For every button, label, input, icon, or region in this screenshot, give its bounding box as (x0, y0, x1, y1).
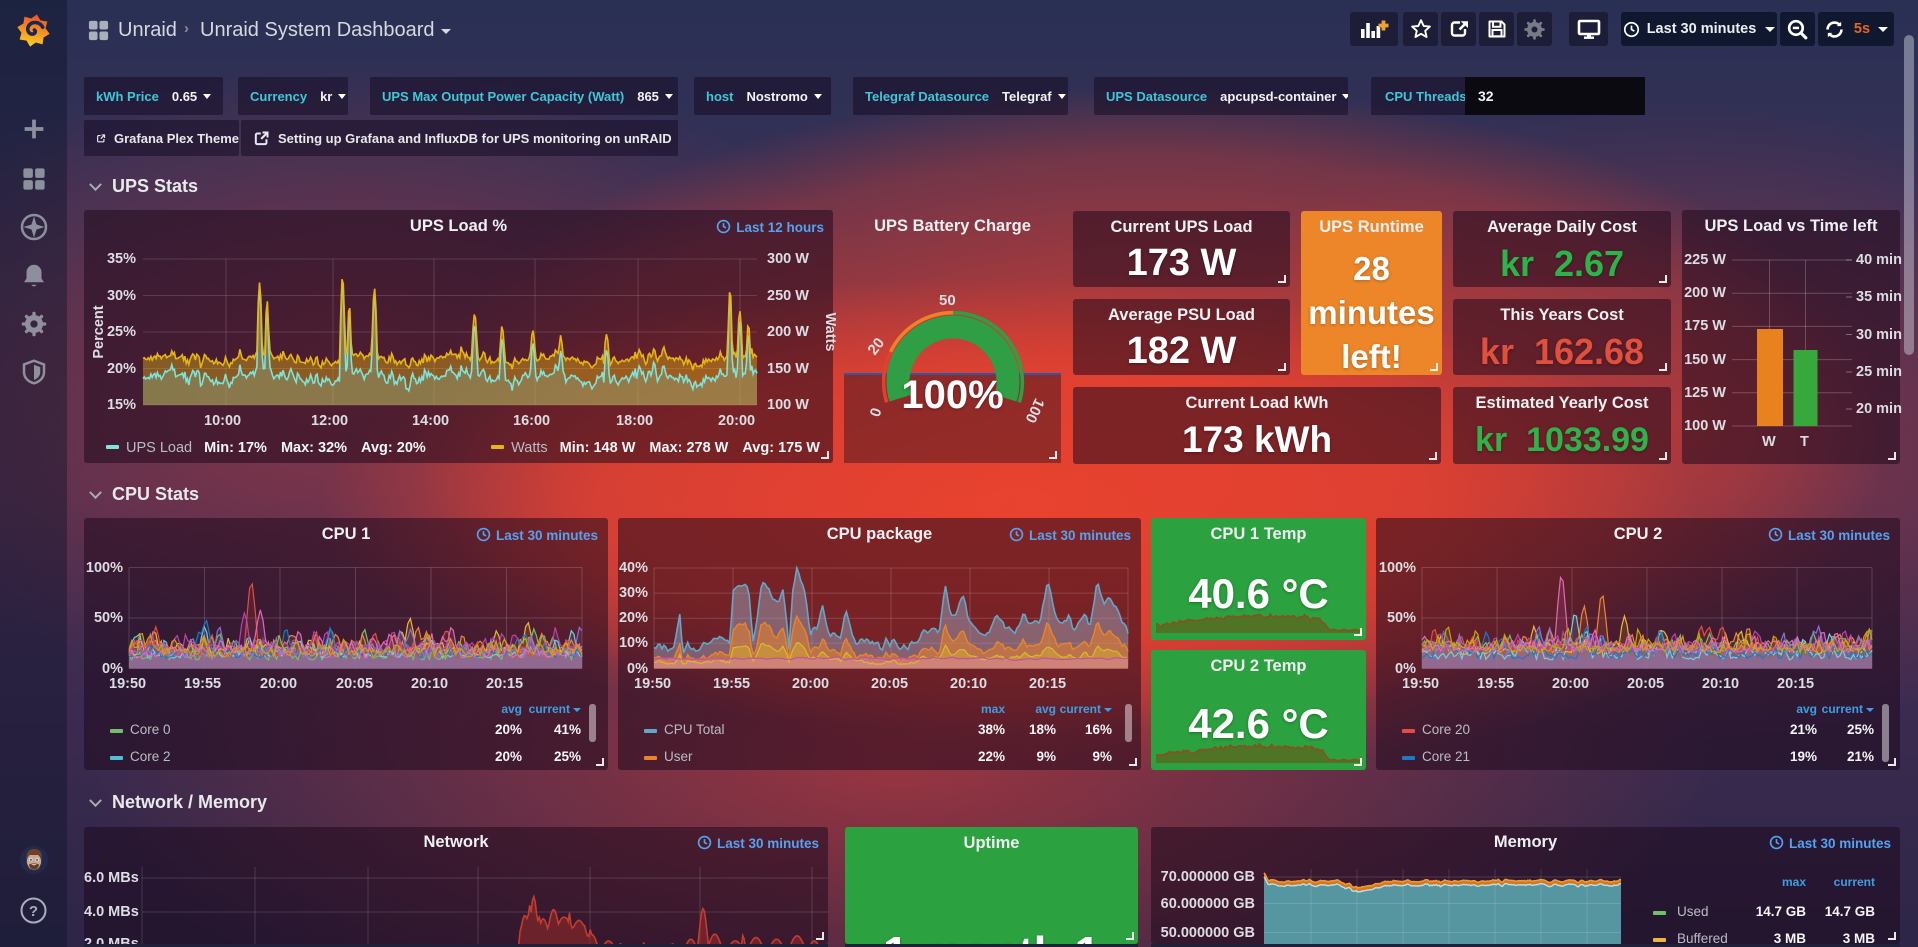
svg-text:?: ? (29, 903, 38, 920)
